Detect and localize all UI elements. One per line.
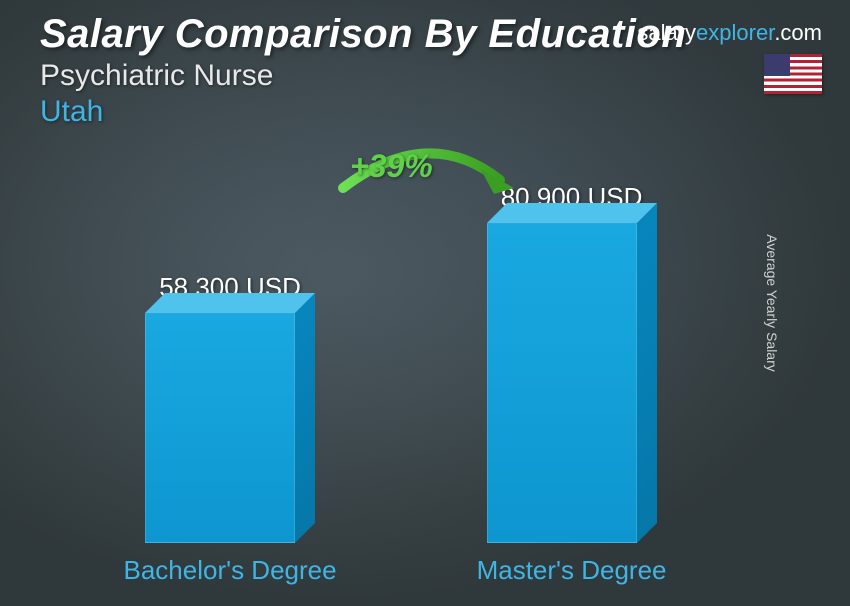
location-label: Utah <box>40 95 830 129</box>
bar-3d <box>145 313 315 543</box>
bar-category-label: Master's Degree <box>477 555 667 586</box>
flag-canton <box>764 54 790 76</box>
container: Salary Comparison By Education Psychiatr… <box>0 0 850 606</box>
chart-area: 58,300 USD Bachelor's Degree 80,900 USD … <box>0 156 790 586</box>
subtitle: Psychiatric Nurse <box>40 59 830 93</box>
bar-category-label: Bachelor's Degree <box>124 555 337 586</box>
flag-icon <box>764 54 822 94</box>
bar-3d <box>487 223 657 543</box>
brand-accent: explorer <box>696 20 774 45</box>
brand-logo: salaryexplorer.com <box>637 20 822 46</box>
brand-suffix: .com <box>774 20 822 45</box>
bar-group-masters: 80,900 USD Master's Degree <box>477 182 667 586</box>
flag-stripes <box>764 54 822 94</box>
bar-group-bachelors: 58,300 USD Bachelor's Degree <box>124 272 337 586</box>
brand-prefix: salary <box>637 20 696 45</box>
header: Salary Comparison By Education Psychiatr… <box>40 12 830 129</box>
percent-increase-badge: +39% <box>350 148 433 185</box>
